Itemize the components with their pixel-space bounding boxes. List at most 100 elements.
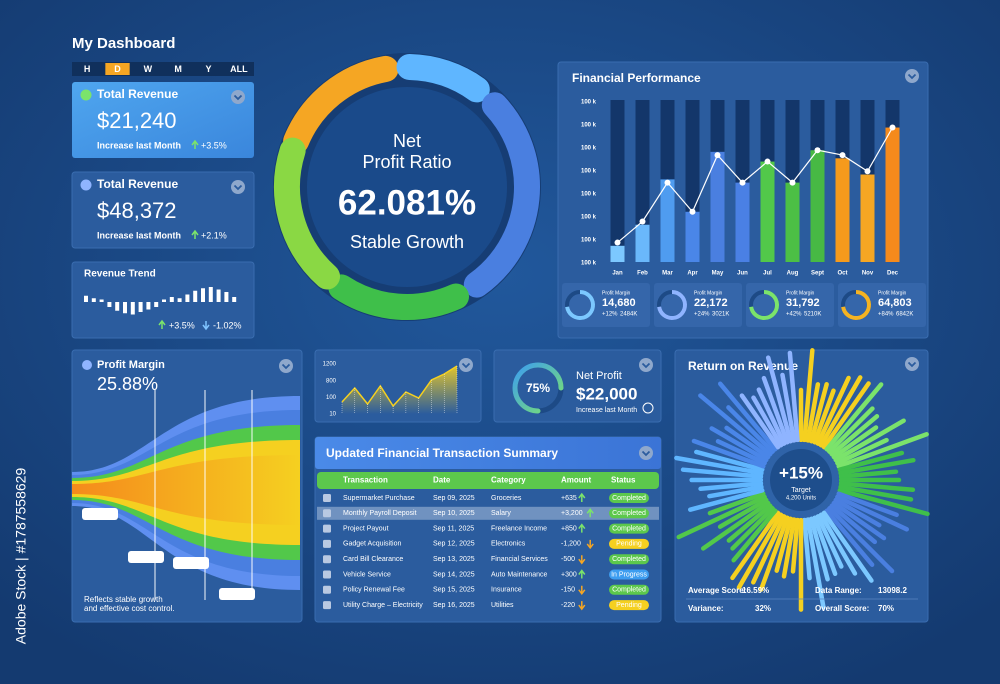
chevron-button[interactable] — [639, 446, 653, 460]
up-arrow — [578, 523, 586, 533]
x-label: Sept — [811, 271, 824, 277]
note: Reflects stable growth — [84, 595, 163, 604]
chevron-button[interactable] — [231, 90, 245, 104]
row-checkbox[interactable] — [323, 601, 331, 610]
bar — [735, 182, 750, 262]
trend-bar — [169, 297, 174, 302]
info-icon[interactable] — [642, 402, 654, 414]
tick-label: 800 — [326, 378, 337, 384]
burst-ray — [730, 506, 775, 551]
stat-value: 16.59% — [742, 586, 769, 595]
burst-ray — [809, 382, 829, 444]
row-checkbox[interactable] — [323, 555, 331, 564]
burst-ray — [731, 508, 778, 563]
chevron-button[interactable] — [231, 180, 245, 194]
tab: D — [114, 64, 121, 74]
status-pill — [609, 523, 649, 534]
row-checkbox[interactable] — [323, 539, 331, 548]
burst-ray — [802, 348, 815, 443]
cell: Sep 09, 2025 — [433, 495, 475, 502]
cell: Sep 16, 2025 — [433, 602, 475, 609]
amount: +300 — [561, 571, 577, 578]
chevron-button[interactable] — [279, 359, 293, 373]
burst-ray — [837, 488, 930, 517]
row-highlight — [317, 506, 659, 520]
bar — [760, 161, 775, 262]
chevron-button[interactable] — [639, 358, 653, 372]
burst-ray — [726, 503, 773, 543]
stat-label: Average Score: — [688, 586, 746, 595]
ring-value: 62.081% — [338, 183, 476, 222]
y-label: 100 k — [581, 100, 597, 106]
tick-label: 10 — [329, 412, 336, 418]
chevron-button[interactable] — [459, 358, 473, 372]
status-pill — [609, 493, 649, 503]
chevron-button[interactable] — [905, 357, 919, 371]
burst-ray — [680, 467, 764, 479]
amount: -500 — [561, 556, 575, 563]
stat-label: Profit Margin — [878, 290, 907, 296]
revenue-card — [72, 82, 254, 158]
stat-value: 32% — [755, 604, 771, 613]
burst-ray — [818, 512, 858, 576]
x-label: Feb — [637, 271, 648, 277]
burst-ray — [688, 488, 765, 512]
x-label: Jan — [612, 271, 623, 277]
burst-ray — [821, 510, 874, 583]
tab: ALL — [230, 64, 248, 74]
burst-ray — [674, 455, 764, 476]
cell: Auto Maintenance — [491, 571, 548, 578]
burst-ray — [756, 387, 787, 446]
row-checkbox[interactable] — [323, 494, 331, 502]
x-label: Dec — [887, 271, 899, 277]
chevron-button[interactable] — [905, 69, 919, 83]
burst-ray — [835, 437, 889, 466]
down-arrow — [578, 555, 586, 565]
bar — [710, 151, 725, 262]
area-line — [341, 365, 458, 408]
status: Pending — [616, 602, 642, 609]
x-label: Nov — [862, 271, 874, 277]
up-arrow — [578, 492, 586, 502]
bar — [635, 224, 650, 262]
stat-label: Overall Score: — [815, 604, 869, 613]
burst-ray — [827, 406, 875, 454]
burst-ray — [781, 517, 797, 579]
tab: Y — [205, 64, 211, 74]
gauge-label: 75% — [526, 381, 550, 395]
status: Pending — [616, 541, 642, 548]
chevron — [907, 73, 917, 80]
burst-ray — [809, 516, 830, 582]
up-arrow — [578, 569, 586, 579]
cell: Monthly Payroll Deposit — [343, 510, 417, 517]
bar — [610, 245, 625, 262]
ring-caption: Stable Growth — [350, 232, 464, 252]
cell: Supermarket Purchase — [343, 495, 415, 502]
up-arrow — [191, 139, 199, 149]
burst-ray — [829, 414, 880, 457]
line-point — [839, 152, 846, 159]
burst-ray — [815, 375, 851, 446]
row-checkbox[interactable] — [323, 585, 331, 594]
tab: H — [84, 64, 91, 74]
tab-active[interactable] — [105, 63, 130, 75]
bar — [860, 174, 875, 262]
stat-ring — [657, 290, 687, 320]
card-note: Increase last Month — [97, 140, 181, 150]
row-checkbox[interactable] — [323, 570, 331, 579]
stat-label: Profit Margin — [602, 290, 631, 296]
row-checkbox[interactable] — [323, 509, 331, 518]
chevron — [461, 362, 471, 369]
row-checkbox[interactable] — [323, 524, 331, 533]
stat-value: 31,792 — [786, 297, 820, 309]
burst-ray — [812, 515, 838, 577]
value-tag — [173, 557, 209, 569]
status: Completed — [612, 525, 646, 532]
burst-ray — [751, 514, 787, 585]
burst-center — [770, 449, 832, 511]
status-pill — [609, 554, 649, 565]
trend-bar — [130, 302, 135, 315]
card-change: +3.5% — [201, 140, 227, 150]
cell: Freelance Income — [491, 525, 547, 532]
